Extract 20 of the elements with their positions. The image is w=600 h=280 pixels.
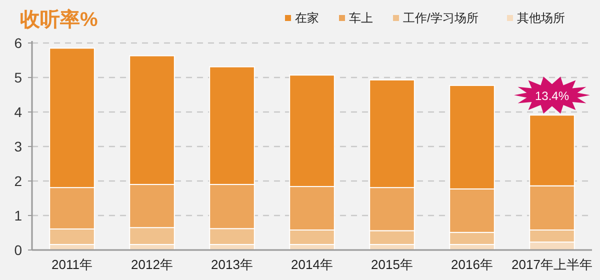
legend-label: 工作/学习场所 <box>403 11 478 25</box>
y-tick-label: 4 <box>14 104 22 120</box>
x-tick-label: 2017年上半年 <box>512 257 592 272</box>
annotation: 13.4% <box>534 89 570 104</box>
y-tick-label: 1 <box>14 208 22 224</box>
y-tick-label: 0 <box>14 242 22 258</box>
x-tick-label: 2015年 <box>371 257 413 272</box>
legend-label: 在家 <box>295 11 319 25</box>
legend-label: 其他场所 <box>517 11 565 25</box>
x-tick-label: 2014年 <box>291 257 333 272</box>
y-tick-label: 5 <box>14 70 22 86</box>
x-tick-label: 2016年 <box>451 257 493 272</box>
chart-title: 收听率% <box>20 8 98 31</box>
legend-label: 车上 <box>349 11 373 25</box>
x-tick-label: 2012年 <box>131 257 173 272</box>
y-tick-label: 2 <box>14 173 22 189</box>
y-tick-label: 6 <box>14 35 22 51</box>
x-tick-label: 2011年 <box>52 257 92 272</box>
y-tick-label: 3 <box>14 138 22 154</box>
x-tick-label: 2013年 <box>211 257 253 272</box>
